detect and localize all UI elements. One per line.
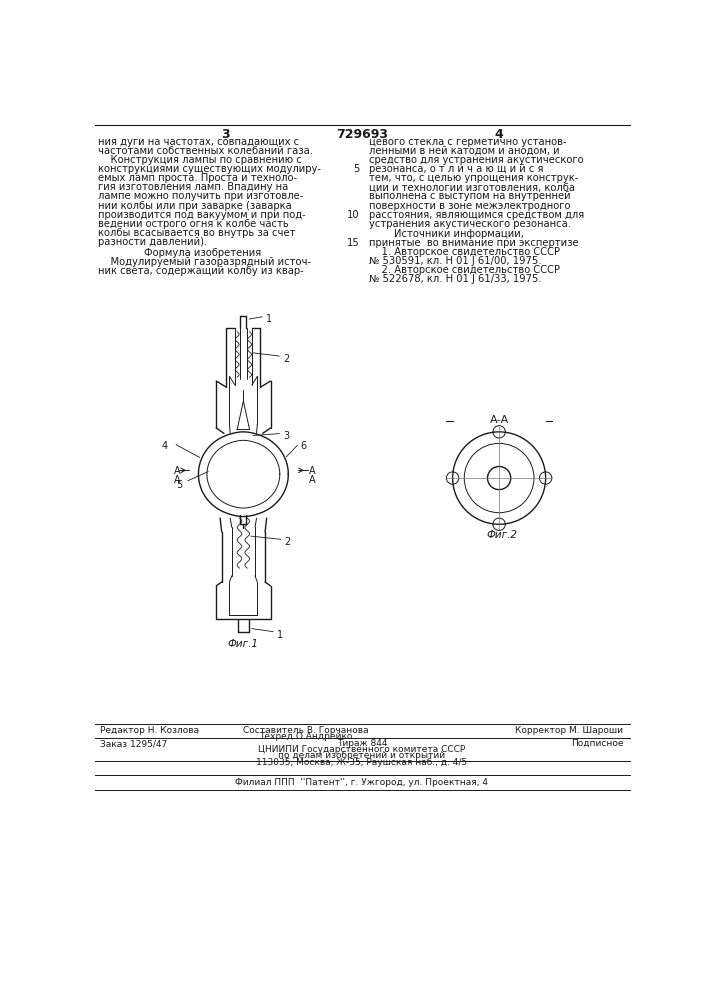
Text: 4: 4	[162, 441, 168, 451]
Text: 2: 2	[284, 537, 291, 547]
Text: 1: 1	[276, 630, 283, 640]
Text: Источники информации,: Источники информации,	[369, 229, 524, 239]
Text: цевого стекла с герметично установ-: цевого стекла с герметично установ-	[369, 137, 566, 147]
Text: Техред О.Андрейко: Техред О.Андрейко	[259, 732, 352, 741]
Text: выполнена с выступом на внутренней: выполнена с выступом на внутренней	[369, 191, 571, 201]
Text: по делам изобретений и открытий: по делам изобретений и открытий	[279, 751, 445, 760]
Text: Фиг.2: Фиг.2	[486, 530, 518, 540]
Text: расстояния, являющимся средством для: расстояния, являющимся средством для	[369, 210, 584, 220]
Text: устранения акустического резонанса.: устранения акустического резонанса.	[369, 219, 571, 229]
Text: средство для устранения акустического: средство для устранения акустического	[369, 155, 583, 165]
Text: нии колбы или при заварке (заварка: нии колбы или при заварке (заварка	[98, 201, 291, 211]
Text: гия изготовления ламп. Впадину на: гия изготовления ламп. Впадину на	[98, 182, 288, 192]
Text: 3: 3	[283, 431, 289, 441]
Text: ЦНИИПИ Государственного комитета СССР: ЦНИИПИ Государственного комитета СССР	[258, 745, 466, 754]
Text: 6: 6	[300, 441, 306, 451]
Text: ведении острого огня к колбе часть: ведении острого огня к колбе часть	[98, 219, 288, 229]
Text: № 522678, кл. Н 01 J 61/33, 1975.: № 522678, кл. Н 01 J 61/33, 1975.	[369, 274, 542, 284]
Text: разности давлений).: разности давлений).	[98, 237, 207, 247]
Text: производится под вакуумом и при под-: производится под вакуумом и при под-	[98, 210, 305, 220]
Text: тем, что, с целью упрощения конструк-: тем, что, с целью упрощения конструк-	[369, 173, 578, 183]
Text: Заказ 1295/47: Заказ 1295/47	[100, 739, 168, 748]
Text: Фиг.1: Фиг.1	[228, 639, 259, 649]
Text: ник света, содержащий колбу из квар-: ник света, содержащий колбу из квар-	[98, 266, 303, 276]
Text: 4: 4	[495, 128, 503, 141]
Text: ции и технологии изготовления, колба: ции и технологии изготовления, колба	[369, 182, 575, 192]
Text: Конструкция лампы по сравнению с: Конструкция лампы по сравнению с	[98, 155, 301, 165]
Text: Составитель В. Горчанова: Составитель В. Горчанова	[243, 726, 368, 735]
Text: Модулируемый газоразрядный источ-: Модулируемый газоразрядный источ-	[98, 257, 311, 267]
Text: резонанса, о т л и ч а ю щ и й с я: резонанса, о т л и ч а ю щ и й с я	[369, 164, 544, 174]
Text: 113035, Москва, Ж-35, Раушская наб., д. 4/5: 113035, Москва, Ж-35, Раушская наб., д. …	[257, 758, 467, 767]
Text: 10: 10	[347, 210, 360, 220]
Text: 5: 5	[176, 480, 182, 490]
Text: 5: 5	[354, 164, 360, 174]
Text: Редактор Н. Козлова: Редактор Н. Козлова	[100, 726, 199, 735]
Text: Корректор М. Шароши: Корректор М. Шароши	[515, 726, 623, 735]
Text: конструкциями существующих модулиру-: конструкциями существующих модулиру-	[98, 164, 321, 174]
Text: Филиал ППП  ''Патент'', г. Ужгород, ул. Проектная, 4: Филиал ППП ''Патент'', г. Ужгород, ул. П…	[235, 778, 489, 787]
Text: лампе можно получить при изготовле-: лампе можно получить при изготовле-	[98, 191, 303, 201]
Text: Подписное: Подписное	[571, 739, 623, 748]
Text: поверхности в зоне межэлектродного: поверхности в зоне межэлектродного	[369, 201, 571, 211]
Text: А-А: А-А	[490, 415, 509, 425]
Text: 3: 3	[221, 128, 230, 141]
Text: А: А	[308, 466, 315, 477]
Text: 2. Авторское свидетельство СССР: 2. Авторское свидетельство СССР	[369, 265, 560, 275]
Text: А: А	[308, 475, 315, 485]
Text: принятые  во внимание при экспертизе: принятые во внимание при экспертизе	[369, 238, 578, 248]
Text: колбы всасывается во внутрь за счет: колбы всасывается во внутрь за счет	[98, 228, 296, 238]
Text: Формула изобретения: Формула изобретения	[144, 248, 262, 258]
Text: Тираж 844: Тираж 844	[337, 739, 387, 748]
Text: А: А	[174, 475, 180, 485]
Text: 2: 2	[283, 354, 289, 364]
Text: частотами собственных колебаний газа.: частотами собственных колебаний газа.	[98, 146, 312, 156]
Text: № 530591, кл. Н 01 J 61/00, 1975.: № 530591, кл. Н 01 J 61/00, 1975.	[369, 256, 542, 266]
Text: 1: 1	[266, 314, 272, 324]
Text: ния дуги на частотах, совпадающих с: ния дуги на частотах, совпадающих с	[98, 137, 299, 147]
Text: 1. Авторское свидетельство СССР: 1. Авторское свидетельство СССР	[369, 247, 560, 257]
Text: А: А	[174, 466, 180, 477]
Text: емых ламп проста. Проста и техноло-: емых ламп проста. Проста и техноло-	[98, 173, 297, 183]
Text: 15: 15	[347, 238, 360, 248]
Text: 729693: 729693	[336, 128, 388, 141]
Text: ленными в ней катодом и анодом, и: ленными в ней катодом и анодом, и	[369, 146, 559, 156]
